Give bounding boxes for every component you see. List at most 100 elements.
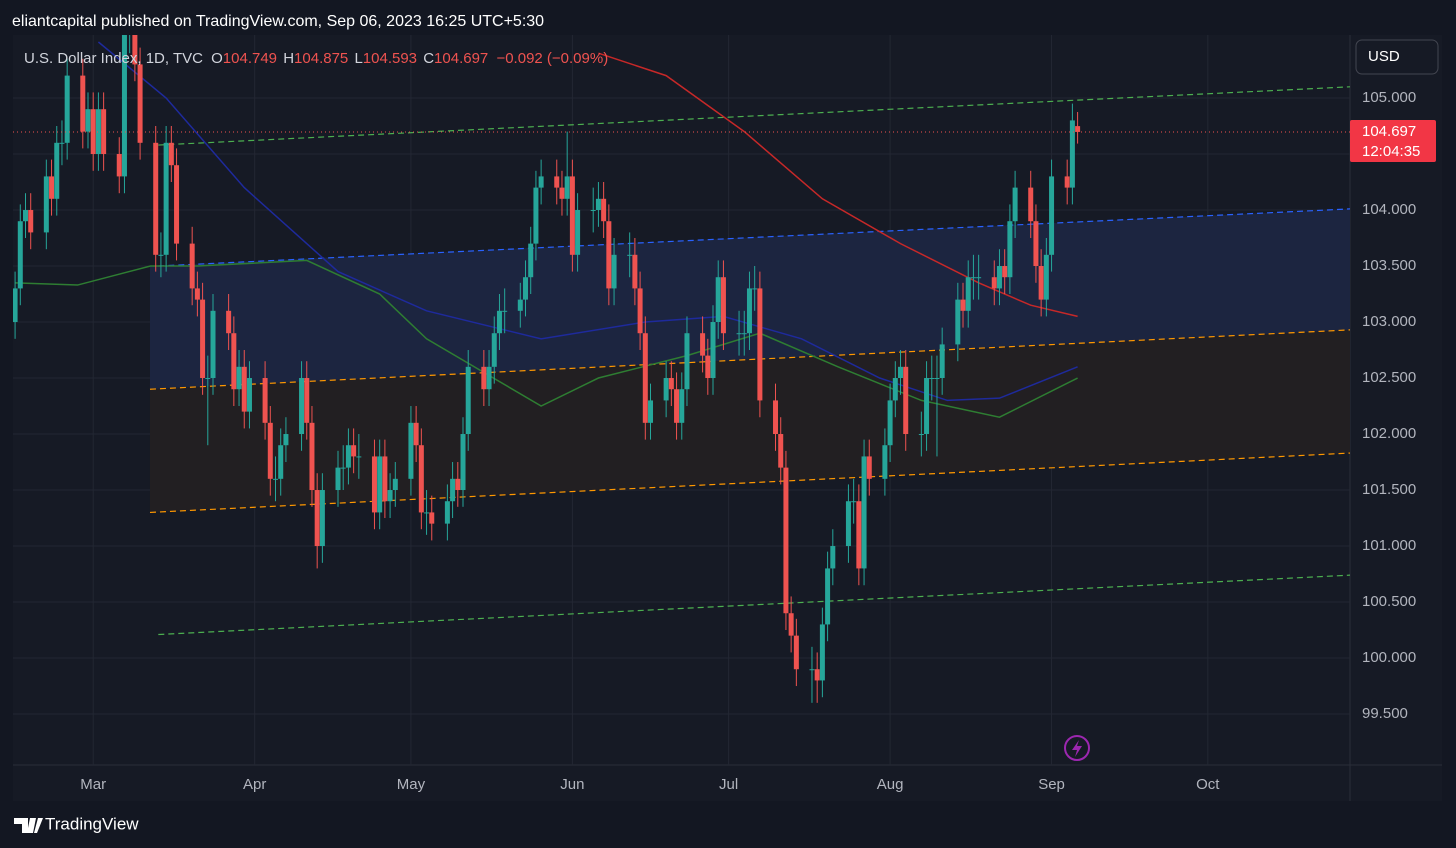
candle-body	[996, 266, 1002, 289]
candle-body	[663, 378, 669, 401]
candle-body	[970, 277, 976, 279]
candle-body	[101, 109, 107, 155]
candle-body	[1033, 221, 1039, 267]
candle-body	[194, 288, 200, 300]
trend-line	[149, 452, 1350, 514]
candle-body	[575, 210, 581, 255]
price-badge	[1350, 119, 1436, 162]
x-tick-label: Aug	[877, 776, 904, 793]
candle-body	[882, 445, 888, 479]
candle-body	[85, 109, 91, 132]
trend-line	[149, 329, 1350, 390]
candle-body	[736, 333, 742, 335]
candle-body	[345, 445, 351, 468]
y-tick-label: 100.500	[1362, 593, 1416, 610]
candle-body	[174, 165, 180, 244]
candle-body	[700, 333, 706, 356]
trend-line	[158, 574, 1350, 636]
candle-body	[460, 434, 466, 491]
candle-body	[627, 254, 633, 256]
candle-body	[715, 277, 721, 323]
candle-body	[934, 378, 940, 380]
candle-body	[898, 366, 904, 379]
candle-body	[856, 501, 862, 569]
candle-body	[80, 75, 86, 132]
candle-body	[903, 366, 909, 435]
candle-body	[481, 366, 487, 390]
candle-body	[121, 35, 127, 177]
candle-body	[866, 456, 872, 479]
candle-body	[825, 568, 831, 625]
candle-body	[262, 378, 268, 423]
event-circle[interactable]	[1064, 735, 1090, 761]
candle-body	[668, 378, 674, 390]
ohlc-label: L	[354, 50, 362, 67]
candle-body	[59, 142, 65, 144]
candle-body	[387, 490, 393, 502]
candle-body	[590, 210, 596, 212]
candle-body	[335, 467, 341, 491]
candle-body	[273, 478, 279, 480]
brand: TradingView	[45, 814, 139, 833]
candle-body	[720, 277, 726, 334]
candle-body	[976, 277, 982, 279]
candle-body	[23, 210, 29, 222]
candle-body	[684, 333, 690, 390]
candle-body	[741, 333, 747, 335]
candle-body	[28, 210, 34, 233]
y-tick-label: 101.000	[1362, 537, 1416, 554]
candle-body	[637, 288, 643, 334]
candle-body	[54, 142, 60, 199]
x-tick-label: Jul	[719, 776, 738, 793]
ohlc-value: 104.875	[294, 50, 348, 67]
y-tick-label: 104.000	[1362, 201, 1416, 218]
candle-body	[851, 501, 857, 503]
candle-body	[17, 221, 23, 289]
candle-body	[564, 176, 570, 199]
candle-body	[679, 389, 685, 423]
candle-body	[939, 344, 945, 379]
candle-body	[1075, 126, 1081, 132]
x-tick-label: Mar	[80, 776, 106, 793]
candle-body	[1012, 187, 1018, 222]
candle-body	[528, 243, 534, 278]
candle-body	[49, 176, 55, 199]
candle-body	[382, 456, 388, 502]
candle-body	[523, 277, 529, 300]
candle-body	[845, 501, 851, 547]
candle-body	[533, 187, 539, 244]
candle-body	[241, 366, 247, 412]
candle-body	[377, 456, 383, 513]
candle-body	[153, 142, 159, 255]
candle-body	[137, 64, 143, 143]
candle-body	[465, 366, 471, 435]
publish-info: eliantcapital published on TradingView.c…	[12, 13, 544, 30]
y-tick-label: 101.500	[1362, 481, 1416, 498]
candle-body	[814, 669, 820, 681]
candle-body	[64, 75, 70, 143]
candle-body	[231, 333, 237, 390]
candle-body	[783, 467, 789, 614]
candle-body	[892, 378, 898, 401]
candle-body	[340, 467, 346, 469]
candle-body	[319, 490, 325, 547]
y-tick-label: 102.000	[1362, 425, 1416, 442]
currency-button[interactable]	[1355, 39, 1439, 75]
currency[interactable]: USD	[1368, 48, 1400, 65]
candle-body	[158, 254, 164, 256]
candle-body	[559, 187, 565, 199]
ohlc-label: C	[423, 50, 434, 67]
candle-body	[210, 310, 216, 379]
candle-body	[632, 254, 638, 289]
candle-body	[168, 142, 174, 166]
candle-body	[43, 176, 49, 233]
x-tick-label: Oct	[1196, 776, 1220, 793]
x-tick-label: May	[397, 776, 426, 793]
event-icon[interactable]	[1064, 735, 1090, 761]
candle-body	[1007, 221, 1013, 278]
y-tick-label: 99.500	[1362, 705, 1408, 722]
candle-body	[444, 501, 450, 524]
ohlc-value: 104.697	[434, 50, 488, 67]
